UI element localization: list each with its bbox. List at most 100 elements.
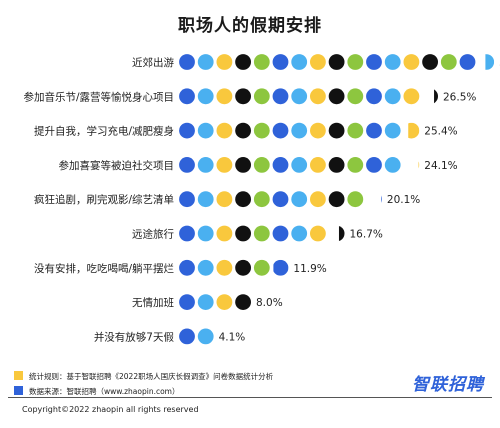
value-dot [310,122,326,139]
value-dot [197,88,214,105]
category-label: 提升自我，学习充电/减肥瘦身 [34,125,174,138]
value-dot [291,88,308,105]
partial-value-dot [381,195,382,203]
value-dot [347,54,364,70]
stat-rule-text: 统计规则：基于智联招聘《2022职场人国庆长假调查》问卷数据统计分析 [29,372,274,381]
chart-row: 提升自我，学习充电/减肥瘦身 25.4% [34,122,458,139]
value-dot [328,191,345,208]
value-dot [179,191,195,208]
dot-bar-chart: 近郊出游33.1% 参加音乐节/露营等愉悦身心项目 26.5% 提升自我，学习充电/减… [23,54,500,345]
value-dot [291,54,308,70]
value-dot [422,54,438,70]
value-dot [347,191,364,208]
value-dot [216,88,233,105]
value-label: 24.1% [424,160,457,172]
partial-value-dot [408,122,420,139]
partial-value-dot [273,259,289,276]
value-dot [384,122,401,139]
value-dot [291,122,308,139]
chart-row: 疯狂追剧，刷完观影/综艺清单 20.1% [34,191,420,208]
value-dot [272,122,289,139]
value-dot [179,157,195,173]
value-dot [272,54,289,70]
category-label: 参加音乐节/露营等愉悦身心项目 [23,90,174,103]
value-dot [235,225,252,242]
partial-value-dot [485,54,495,70]
value-label: 11.9% [293,263,326,275]
value-dot [253,191,270,208]
value-dot [197,259,214,276]
value-dot [253,54,270,70]
chart-row: 参加音乐节/露营等愉悦身心项目 26.5% [23,88,476,105]
value-dot [328,122,345,139]
value-dot [197,191,214,208]
chart-row: 近郊出游33.1% [132,54,500,70]
value-dot [459,54,476,70]
value-dot [291,157,308,173]
partial-value-dot [418,161,420,169]
value-dot [403,54,420,70]
value-dot [272,157,289,173]
value-dot [235,294,252,310]
value-dot [291,191,308,208]
value-dot [328,54,345,70]
value-dot [179,294,195,310]
value-label: 26.5% [443,91,476,103]
brand-logo: 智联招聘 [412,375,484,395]
value-dot [366,88,382,105]
value-dot [235,122,252,139]
value-dot [347,88,364,105]
value-dot [384,54,401,70]
value-dot [253,122,270,139]
value-dot [328,88,345,105]
value-label: 8.0% [256,297,283,309]
value-dot [253,225,270,242]
value-label: 25.4% [424,126,457,138]
category-label: 没有安排，吃吃喝喝/躺平摆烂 [34,262,174,275]
data-source-note: 数据来源：智联招聘（www.zhaopin.com） [14,386,179,397]
chart-row: 远途旅行 16.7% [132,225,383,242]
chart-title: 职场人的假期安排 [178,16,322,36]
value-label: 4.1% [219,331,246,343]
value-dot [216,122,233,139]
value-dot [328,157,345,173]
category-label: 疯狂追剧，刷完观影/综艺清单 [34,193,174,206]
value-dot [366,157,382,173]
category-label: 参加喜宴等被迫社交项目 [59,159,175,172]
value-dot [197,157,214,173]
value-dot [216,294,233,310]
value-dot [235,157,252,173]
category-label: 近郊出游 [132,56,174,69]
value-dot [179,54,195,70]
value-dot [235,88,252,105]
value-dot [253,88,270,105]
value-dot [384,88,401,105]
value-dot [403,88,420,105]
value-dot [310,225,326,242]
value-dot [197,122,214,139]
chart-row: 没有安排，吃吃喝喝/躺平摆烂 11.9% [34,259,327,276]
value-dot [216,225,233,242]
value-dot [179,225,195,242]
value-dot [366,122,382,139]
value-dot [366,54,382,70]
value-dot [216,259,233,276]
value-dot [253,157,270,173]
value-dot [347,122,364,139]
value-dot [310,157,326,173]
value-dot [253,259,270,276]
stat-rule-note: 统计规则：基于智联招聘《2022职场人国庆长假调查》问卷数据统计分析 [14,371,273,382]
value-dot [272,88,289,105]
chart-row: 无情加班 8.0% [132,294,283,310]
value-dot [179,259,195,276]
category-label: 无情加班 [132,296,174,309]
footer-divider [8,397,492,398]
value-dot [440,54,457,70]
value-dot [272,225,289,242]
yellow-square-icon [14,371,23,380]
chart-row: 并没有放够7天假 4.1% [94,328,246,345]
value-dot [179,88,195,105]
value-dot [310,191,326,208]
value-dot [197,225,214,242]
value-dot [235,191,252,208]
